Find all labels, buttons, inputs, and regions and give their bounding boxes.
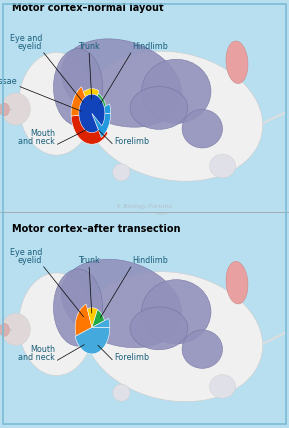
Ellipse shape <box>53 269 103 346</box>
Ellipse shape <box>210 155 236 178</box>
Text: Eye and: Eye and <box>10 34 42 43</box>
Ellipse shape <box>142 59 211 123</box>
Ellipse shape <box>182 330 223 369</box>
Ellipse shape <box>182 110 223 148</box>
Text: Hindlimb: Hindlimb <box>132 256 168 265</box>
Ellipse shape <box>84 51 263 181</box>
Text: Hindlimb: Hindlimb <box>132 42 168 51</box>
Wedge shape <box>71 87 92 116</box>
Ellipse shape <box>1 93 30 125</box>
Ellipse shape <box>142 279 211 344</box>
Ellipse shape <box>0 324 9 336</box>
Text: Forelimb: Forelimb <box>114 353 149 362</box>
Ellipse shape <box>0 103 9 116</box>
Text: Mouth: Mouth <box>30 129 55 138</box>
Wedge shape <box>84 89 99 113</box>
Text: Forelimb: Forelimb <box>114 137 149 146</box>
Text: Mouth: Mouth <box>30 345 55 354</box>
Wedge shape <box>92 93 106 113</box>
Ellipse shape <box>61 259 181 348</box>
Ellipse shape <box>210 375 236 398</box>
Text: Eye and: Eye and <box>10 248 42 257</box>
Wedge shape <box>79 94 105 133</box>
Text: Trunk: Trunk <box>78 256 100 265</box>
Text: Vibrissae: Vibrissae <box>0 77 17 86</box>
Text: Motor cortex–after transection: Motor cortex–after transection <box>12 224 180 234</box>
Ellipse shape <box>130 86 188 129</box>
Wedge shape <box>92 318 110 327</box>
Ellipse shape <box>226 41 248 83</box>
Text: eyelid: eyelid <box>18 42 42 51</box>
Text: Motor cortex–normal layout: Motor cortex–normal layout <box>12 3 163 13</box>
Ellipse shape <box>226 262 248 304</box>
Wedge shape <box>92 104 111 113</box>
Text: .com: .com <box>156 211 168 216</box>
Ellipse shape <box>19 52 94 155</box>
Wedge shape <box>75 327 110 354</box>
Ellipse shape <box>53 49 103 126</box>
Text: ∓ Biology-Forums: ∓ Biology-Forums <box>116 204 173 209</box>
Ellipse shape <box>130 307 188 350</box>
Ellipse shape <box>19 273 94 376</box>
Ellipse shape <box>61 39 181 127</box>
Wedge shape <box>92 309 104 327</box>
Ellipse shape <box>84 272 263 401</box>
Text: and neck: and neck <box>18 353 55 362</box>
Ellipse shape <box>113 384 130 401</box>
Ellipse shape <box>113 164 130 181</box>
Wedge shape <box>71 113 108 144</box>
Text: Trunk: Trunk <box>78 42 100 51</box>
Wedge shape <box>75 304 92 336</box>
Wedge shape <box>87 308 97 327</box>
Text: eyelid: eyelid <box>18 256 42 265</box>
Wedge shape <box>92 113 111 137</box>
Text: and neck: and neck <box>18 137 55 146</box>
Ellipse shape <box>1 313 30 345</box>
